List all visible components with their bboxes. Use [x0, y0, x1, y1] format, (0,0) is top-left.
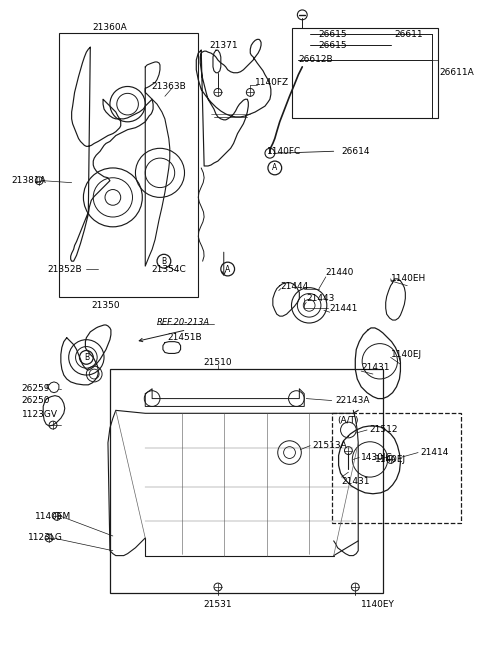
Text: 1140EH: 1140EH — [391, 274, 426, 283]
Text: 1140EM: 1140EM — [36, 512, 72, 521]
Circle shape — [221, 262, 235, 276]
Text: 21512: 21512 — [369, 426, 397, 435]
Text: 1140EY: 1140EY — [361, 600, 395, 609]
Text: 21354C: 21354C — [151, 265, 186, 274]
Text: 21350: 21350 — [92, 301, 120, 310]
Text: 21381A: 21381A — [12, 176, 47, 185]
Text: 21440: 21440 — [326, 269, 354, 278]
Text: B: B — [84, 353, 89, 362]
Text: 26612B: 26612B — [299, 56, 333, 65]
Text: 21363B: 21363B — [151, 82, 186, 91]
Text: 21352B: 21352B — [47, 265, 82, 274]
Text: 21444: 21444 — [281, 282, 309, 291]
Text: 21531: 21531 — [204, 600, 232, 609]
Text: 21371: 21371 — [209, 41, 238, 50]
Circle shape — [298, 10, 307, 20]
Text: 26611A: 26611A — [440, 68, 474, 77]
Text: 21510: 21510 — [204, 358, 232, 367]
Text: A: A — [225, 265, 230, 274]
Circle shape — [265, 148, 275, 158]
Text: 21360A: 21360A — [93, 23, 127, 32]
Text: 21443: 21443 — [306, 294, 335, 303]
Text: 26614: 26614 — [342, 147, 370, 156]
Text: 21431: 21431 — [361, 363, 390, 371]
Bar — [332, 413, 461, 523]
Text: 1140FZ: 1140FZ — [255, 78, 289, 87]
Circle shape — [80, 351, 93, 364]
Text: 21451B: 21451B — [167, 333, 202, 342]
Text: 26250: 26250 — [22, 396, 50, 405]
Circle shape — [157, 254, 171, 268]
Text: 21431: 21431 — [342, 477, 370, 485]
Text: 26615: 26615 — [318, 41, 347, 50]
Text: 26611: 26611 — [395, 30, 423, 39]
Text: 1140FC: 1140FC — [267, 147, 301, 156]
Text: 26259: 26259 — [22, 384, 50, 393]
Text: 1123GV: 1123GV — [22, 410, 58, 419]
Text: 21414: 21414 — [420, 448, 448, 457]
Text: 26615: 26615 — [318, 30, 347, 39]
Circle shape — [268, 161, 282, 175]
Text: 1430JC: 1430JC — [361, 453, 393, 462]
Text: 21441: 21441 — [330, 304, 358, 313]
Bar — [292, 28, 438, 118]
Text: REF.20-213A: REF.20-213A — [157, 318, 210, 327]
Bar — [59, 34, 198, 296]
Text: 22143A: 22143A — [336, 396, 370, 405]
Text: 21513A: 21513A — [312, 441, 347, 450]
Text: 1123LG: 1123LG — [27, 533, 62, 542]
Text: 1140EJ: 1140EJ — [375, 455, 406, 464]
Text: B: B — [161, 257, 167, 266]
Text: (A/T): (A/T) — [337, 415, 359, 424]
Text: 1140EJ: 1140EJ — [391, 350, 422, 359]
Text: A: A — [272, 164, 277, 173]
Bar — [110, 369, 383, 593]
